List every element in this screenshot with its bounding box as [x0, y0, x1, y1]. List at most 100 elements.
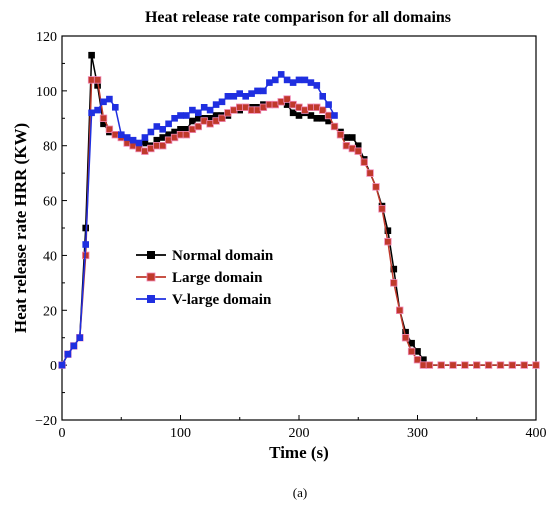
data-point — [289, 79, 297, 86]
data-point — [295, 76, 303, 84]
data-point — [224, 93, 232, 100]
data-point — [82, 241, 89, 248]
data-point — [171, 115, 178, 122]
data-point — [307, 112, 315, 119]
data-point — [88, 51, 95, 59]
legend-label: Large domain — [172, 270, 263, 286]
data-point — [372, 183, 380, 191]
data-point — [508, 361, 516, 369]
x-tick-label: 100 — [170, 426, 191, 441]
data-point — [384, 237, 392, 246]
data-point — [319, 93, 326, 100]
data-point — [242, 93, 249, 100]
data-point — [408, 339, 415, 347]
data-point — [194, 122, 202, 131]
data-point — [272, 76, 279, 84]
y-tick-label: 40 — [43, 249, 57, 264]
data-point — [295, 112, 303, 119]
legend-item-v-large-domain: V-large domain — [136, 292, 272, 308]
data-point — [106, 95, 113, 103]
data-point — [343, 134, 350, 141]
data-point — [325, 117, 332, 125]
data-point — [413, 355, 422, 364]
legend: Normal domain Large domain V-large domain — [136, 248, 274, 308]
data-point — [401, 333, 410, 342]
x-tick-label: 0 — [59, 426, 66, 441]
data-point — [349, 134, 356, 141]
data-point — [449, 361, 457, 369]
data-point — [378, 205, 386, 213]
data-point — [183, 112, 190, 119]
data-point — [76, 334, 84, 341]
data-point — [218, 98, 226, 106]
data-point — [283, 76, 291, 84]
data-point — [189, 106, 196, 114]
data-point — [58, 361, 66, 369]
data-point — [206, 106, 214, 114]
data-point — [248, 90, 255, 97]
data-point — [484, 361, 493, 369]
data-point — [402, 328, 409, 336]
y-tick-label: 120 — [36, 30, 57, 45]
data-point — [230, 93, 238, 100]
y-tick-label: 60 — [43, 195, 57, 210]
data-point — [206, 115, 214, 122]
legend-label: V-large domain — [172, 292, 272, 308]
data-point — [141, 139, 149, 147]
data-point — [100, 120, 107, 128]
y-tick-label: 0 — [50, 359, 57, 374]
data-point — [532, 361, 540, 369]
data-point — [420, 356, 427, 363]
data-point — [94, 106, 101, 114]
data-point — [319, 115, 326, 122]
legend-swatch-marker — [147, 295, 155, 303]
data-point — [354, 142, 362, 149]
data-point — [112, 104, 119, 111]
series-layer — [58, 51, 540, 369]
data-point — [254, 87, 261, 95]
data-point — [218, 114, 226, 122]
legend-swatch-marker — [147, 251, 155, 259]
data-point — [390, 279, 398, 287]
data-point — [195, 115, 202, 122]
data-point — [520, 361, 528, 369]
data-point — [177, 126, 184, 133]
data-point — [153, 136, 161, 144]
data-point — [472, 361, 481, 369]
data-point — [88, 109, 95, 117]
data-point — [283, 101, 291, 108]
y-tick-label: 100 — [36, 85, 57, 100]
legend-label: Normal domain — [172, 248, 274, 264]
data-point — [159, 134, 166, 141]
data-point — [212, 112, 220, 119]
data-point — [189, 117, 196, 125]
data-point — [171, 128, 178, 136]
data-point — [105, 125, 114, 133]
data-point — [325, 101, 332, 108]
data-point — [318, 106, 327, 114]
series-v-large-domain — [58, 71, 338, 369]
data-point — [158, 141, 167, 150]
data-point — [64, 350, 72, 358]
legend-swatch-marker — [146, 272, 156, 282]
legend-item-large-domain: Large domain — [136, 270, 263, 286]
x-tick-label: 300 — [407, 426, 428, 441]
data-point — [147, 128, 155, 136]
data-point — [324, 111, 333, 120]
data-point — [366, 169, 374, 177]
y-axis-label: Heat release rate HRR (KW) — [11, 123, 30, 333]
data-point — [313, 82, 321, 89]
chart-title: Heat release rate comparison for all dom… — [145, 9, 451, 26]
data-point — [159, 126, 166, 133]
data-point — [118, 131, 125, 138]
data-point — [135, 139, 143, 147]
figure-caption: (a) — [293, 485, 307, 500]
data-point — [129, 136, 137, 144]
data-point — [390, 265, 398, 273]
data-point — [425, 361, 434, 369]
data-point — [123, 134, 131, 141]
data-point — [153, 123, 161, 130]
data-point — [165, 120, 172, 128]
data-point — [100, 98, 107, 106]
data-point — [236, 90, 243, 97]
